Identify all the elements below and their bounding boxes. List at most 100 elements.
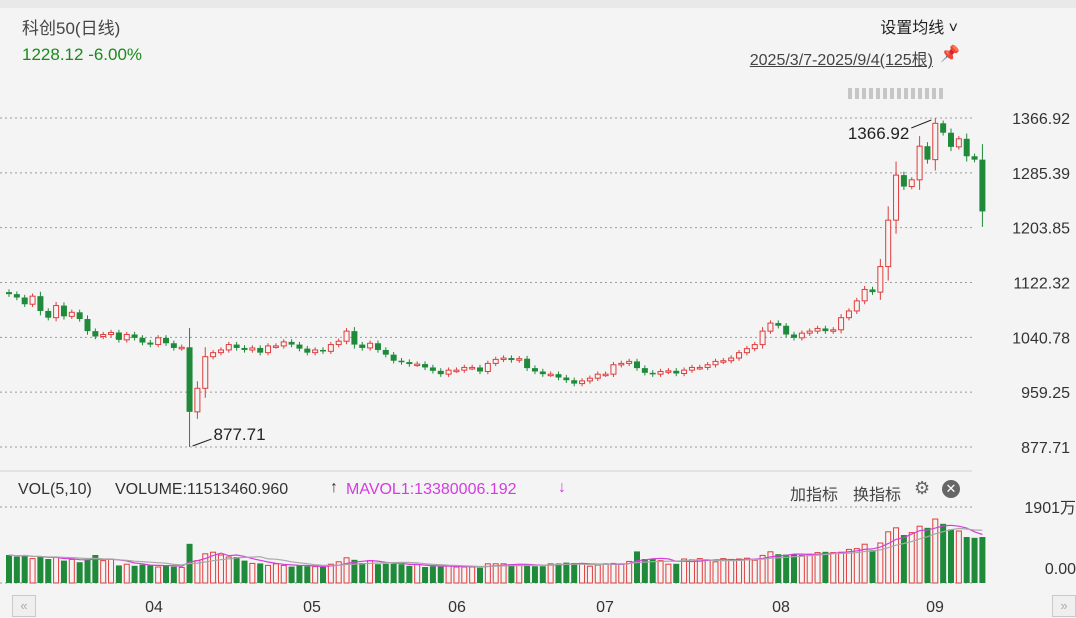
candle-body: [170, 343, 177, 348]
volume-bar: [885, 531, 892, 584]
volume-bar: [539, 566, 546, 583]
candle-body: [225, 344, 232, 351]
candle-body: [429, 367, 436, 371]
candle-body: [783, 325, 790, 335]
candle-body: [838, 317, 845, 331]
volume-bar: [963, 537, 970, 583]
candle-body: [155, 337, 162, 346]
volume-bars: [6, 518, 986, 584]
candle-body: [955, 138, 962, 148]
volume-bar: [845, 548, 852, 584]
volume-bar: [861, 543, 868, 584]
volume-bar: [508, 564, 515, 583]
candle-body: [759, 330, 766, 346]
volume-bar: [280, 564, 287, 584]
date-range-link[interactable]: 2025/3/7-2025/9/4(125根): [749, 52, 933, 69]
candle-body: [233, 344, 240, 348]
candle-body: [461, 366, 468, 371]
candle-body: [210, 352, 217, 358]
scroll-handle-tick: [932, 88, 936, 99]
ma-setting-button[interactable]: 设置均线 ˅: [880, 14, 958, 38]
close-icon[interactable]: ✕: [942, 480, 960, 498]
volume-bar: [500, 563, 507, 584]
candle-body: [296, 344, 303, 349]
candle-body: [359, 344, 366, 348]
scroll-handle-tick: [904, 88, 908, 99]
volume-bar: [288, 566, 295, 583]
add-indicator-button[interactable]: 加指标: [790, 487, 839, 504]
volume-tick-label: 0.00: [1045, 561, 1076, 578]
volume-bar: [131, 565, 138, 583]
candle-body: [932, 122, 939, 161]
candle-body: [736, 352, 743, 359]
price-axis: 1366.92 1285.39 1203.85 1122.32 1040.78 959.2…: [1012, 111, 1070, 457]
candle-body: [571, 380, 578, 384]
range-scroll-handle[interactable]: [848, 88, 943, 99]
volume-bar: [979, 537, 986, 583]
candle-body: [806, 330, 813, 334]
candle-body: [767, 322, 774, 332]
candle-body: [53, 305, 60, 319]
volume-bar: [469, 566, 476, 584]
top-bar: [0, 0, 1076, 8]
candle-body: [115, 332, 122, 340]
candle-body: [579, 380, 586, 385]
scroll-left-button[interactable]: «: [12, 595, 36, 617]
volume-bar: [838, 551, 845, 584]
candle-body: [6, 292, 12, 295]
candle-body: [916, 145, 923, 181]
candle-body: [178, 346, 185, 350]
low-label: 877.71: [214, 425, 266, 444]
candle-body: [390, 354, 397, 361]
candle-body: [791, 334, 797, 338]
candle-body: [13, 294, 20, 298]
volume-bar: [335, 561, 342, 584]
scroll-right-button[interactable]: »: [1052, 595, 1076, 617]
candle-body: [437, 370, 444, 375]
volume-bar: [602, 563, 609, 584]
volume-bar: [948, 529, 954, 583]
volume-bar: [422, 567, 429, 583]
volume-bar: [382, 563, 389, 583]
candle-body: [547, 373, 554, 377]
candle-body: [382, 349, 389, 355]
volume-bar: [225, 556, 232, 584]
candle-body: [477, 367, 483, 372]
candle-body: [186, 347, 193, 412]
volume-bar: [320, 567, 326, 583]
candle-body: [194, 387, 201, 413]
volume-bar: [720, 558, 727, 584]
volume-bar: [626, 560, 633, 584]
candle-body: [893, 174, 900, 221]
volume-bar: [296, 565, 303, 583]
candle-body: [900, 175, 907, 187]
volume-bar: [924, 527, 931, 583]
volume-ma-lines: [8, 524, 983, 568]
volume-bar: [900, 535, 907, 583]
date-tick-label: 05: [303, 599, 321, 616]
candle-body: [586, 377, 593, 382]
candle-body: [76, 312, 83, 320]
candle-body: [84, 319, 91, 332]
candle-body: [343, 330, 350, 342]
candle-body: [272, 345, 279, 348]
price-quote: 1228.12 -6.00%: [22, 45, 142, 65]
candle-body: [594, 373, 601, 379]
scroll-handle-tick: [890, 88, 894, 99]
candle-body: [60, 305, 67, 317]
volume-bar: [940, 523, 947, 583]
pin-icon[interactable]: 📌: [940, 46, 960, 63]
volume-bar: [822, 551, 829, 583]
switch-indicator-button[interactable]: 换指标: [853, 487, 902, 504]
gear-icon[interactable]: ⚙: [914, 478, 931, 498]
volume-bar: [688, 559, 695, 584]
volume-bar: [257, 563, 264, 583]
candle-body: [798, 332, 805, 339]
volume-axis: 1901万 0.00: [1024, 500, 1076, 578]
volume-bar: [21, 555, 28, 583]
volume-bar: [453, 566, 460, 584]
candle-body: [516, 358, 523, 361]
candle-body: [649, 372, 656, 375]
volume-bar: [649, 559, 656, 583]
scroll-handle-tick: [918, 88, 922, 99]
